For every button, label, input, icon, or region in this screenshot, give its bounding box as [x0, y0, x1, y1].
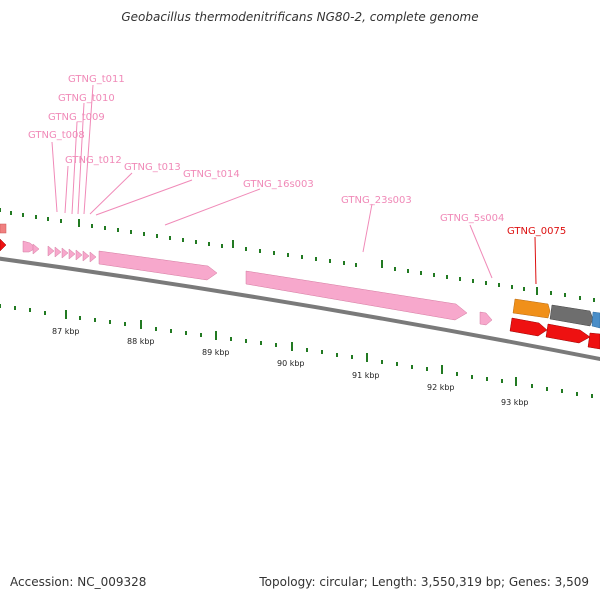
- rrna-5s-arrow[interactable]: [479, 311, 493, 326]
- trna-arrow-5[interactable]: [61, 247, 69, 259]
- leader-line-gtng-0075: [534, 236, 537, 285]
- trna-label-gtng-t013[interactable]: GTNG_t013: [124, 162, 181, 173]
- trna-arrow-8[interactable]: [82, 250, 90, 262]
- genome-stats-text: Topology: circular; Length: 3,550,319 bp…: [259, 575, 589, 589]
- trna-arrow-4[interactable]: [54, 246, 62, 258]
- ruler-label-89: 89 kbp: [202, 348, 230, 357]
- ruler-label-88: 88 kbp: [127, 337, 155, 346]
- rrna-16s-arrow[interactable]: [98, 250, 218, 281]
- cds-left-clipped-salmon[interactable]: [0, 223, 7, 234]
- leader-line-t009: [71, 121, 78, 215]
- map-title: Geobacillus thermodenitrificans NG80-2, …: [121, 10, 479, 24]
- leader-line-23s003: [362, 203, 373, 253]
- trna-label-gtng-t010[interactable]: GTNG_t010: [58, 93, 115, 104]
- trna-arrow-6[interactable]: [68, 248, 76, 260]
- leader-line-t011: [83, 84, 94, 215]
- outer-tick-track: [0, 208, 595, 302]
- label-leader-lines: [51, 84, 537, 285]
- cds-red-1[interactable]: [509, 317, 548, 337]
- ruler-label-93: 93 kbp: [501, 398, 529, 407]
- leader-line-t010: [77, 102, 85, 215]
- ruler-labels: 87 kbp 88 kbp 89 kbp 90 kbp 91 kbp 92 kb…: [52, 327, 529, 407]
- cds-red-3[interactable]: [587, 332, 600, 350]
- cds-left-clipped-red[interactable]: [0, 238, 7, 252]
- leader-line-t013: [89, 172, 133, 215]
- ruler-label-92: 92 kbp: [427, 383, 455, 392]
- cds-blue[interactable]: [591, 311, 600, 329]
- rrna-label-gtng-5s004[interactable]: GTNG_5s004: [440, 213, 504, 224]
- cds-red-2[interactable]: [545, 323, 591, 344]
- features: [0, 223, 600, 350]
- trna-arrow-7[interactable]: [75, 249, 83, 261]
- cds-gtng-0075-orange[interactable]: [512, 298, 551, 319]
- leader-line-t014: [95, 179, 193, 216]
- trna-label-gtng-t011[interactable]: GTNG_t011: [68, 74, 125, 85]
- genome-backbone: [0, 256, 600, 362]
- trna-label-gtng-t008[interactable]: GTNG_t008: [28, 130, 85, 141]
- trna-arrow-2[interactable]: [32, 243, 40, 255]
- ruler-label-91: 91 kbp: [352, 371, 380, 380]
- trna-label-gtng-t012[interactable]: GTNG_t012: [65, 155, 122, 166]
- ruler-label-87: 87 kbp: [52, 327, 80, 336]
- trna-arrow-9[interactable]: [89, 251, 97, 263]
- ruler-track: [0, 304, 593, 398]
- gene-labels: GTNG_t011 GTNG_t010 GTNG_t009 GTNG_t008 …: [28, 74, 566, 237]
- gene-label-gtng-0075[interactable]: GTNG_0075: [507, 226, 566, 237]
- leader-line-5s004: [469, 224, 493, 279]
- rrna-23s-arrow[interactable]: [245, 270, 468, 321]
- rrna-label-gtng-23s003[interactable]: GTNG_23s003: [341, 195, 412, 206]
- rrna-label-gtng-16s003[interactable]: GTNG_16s003: [243, 179, 314, 190]
- trna-label-gtng-t014[interactable]: GTNG_t014: [183, 169, 240, 180]
- leader-line-t008: [51, 141, 58, 213]
- cds-gray[interactable]: [549, 304, 594, 327]
- leader-line-16s003: [164, 188, 261, 226]
- trna-label-gtng-t009[interactable]: GTNG_t009: [48, 112, 105, 123]
- leader-line-t012: [64, 165, 69, 214]
- accession-text: Accession: NC_009328: [10, 575, 147, 589]
- ruler-label-90: 90 kbp: [277, 359, 305, 368]
- trna-arrow-3[interactable]: [47, 245, 55, 257]
